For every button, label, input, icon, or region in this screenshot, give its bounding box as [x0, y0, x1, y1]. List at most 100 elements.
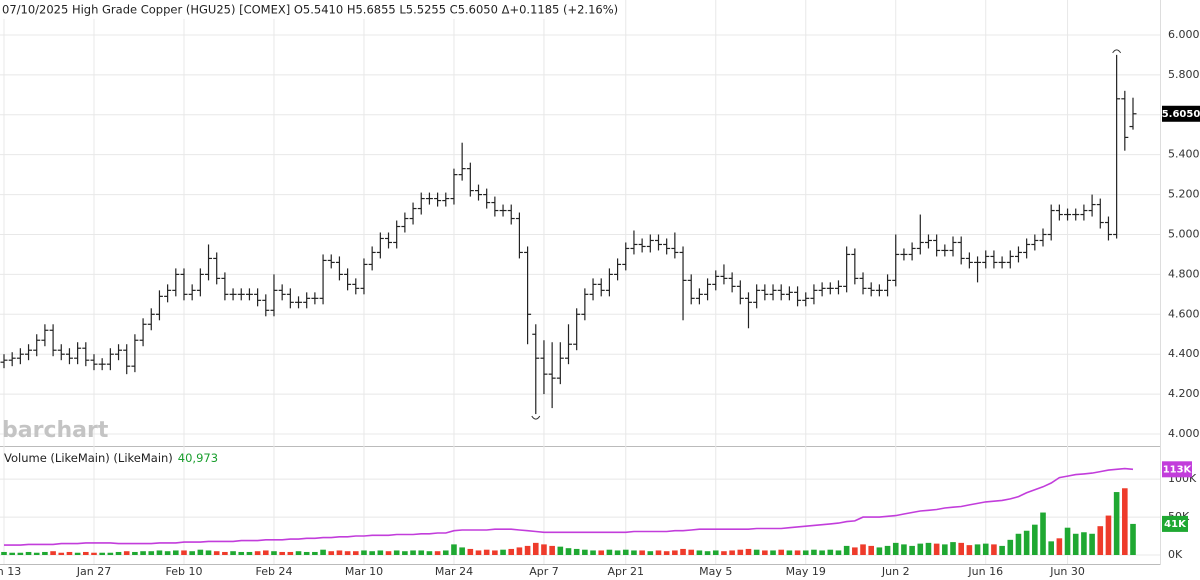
- volume-bar: [173, 550, 179, 555]
- volume-bar: [132, 551, 138, 555]
- volume-bar: [852, 547, 858, 555]
- x-tick-label: Mar 10: [345, 565, 383, 578]
- volume-bar: [91, 552, 97, 555]
- volume-bar: [467, 548, 474, 555]
- volume-bar: [442, 550, 449, 555]
- volume-bar: [614, 550, 621, 555]
- x-tick-label: Jan 27: [76, 565, 111, 578]
- volume-bar: [917, 543, 924, 555]
- volume-bar: [532, 542, 539, 555]
- volume-bar: [688, 549, 695, 555]
- volume-bar: [25, 551, 32, 555]
- volume-bar: [17, 552, 24, 555]
- volume-bar: [582, 549, 588, 555]
- volume-bar: [622, 549, 629, 555]
- volume-bar: [164, 551, 171, 555]
- volume-bar: [295, 551, 302, 555]
- x-tick-label: Apr 7: [529, 565, 559, 578]
- volume-bar: [205, 550, 212, 555]
- volume-bar: [672, 550, 678, 555]
- volume-bar: [843, 545, 850, 555]
- x-tick-label: Apr 21: [608, 565, 645, 578]
- y-tick-label: 5.4000: [1168, 148, 1200, 161]
- volume-bar: [909, 545, 915, 555]
- volume-bar: [1, 551, 7, 555]
- volume-bar: [1072, 533, 1079, 555]
- volume-bar: [115, 551, 122, 555]
- volume-bar: [655, 550, 662, 555]
- volume-bar: [704, 551, 711, 555]
- volume-bar: [181, 550, 187, 555]
- volume-bar: [50, 551, 56, 555]
- price-tag: [1162, 105, 1200, 122]
- volume-bar: [524, 545, 531, 555]
- volume-bar: [1113, 492, 1120, 555]
- volume-bar: [475, 550, 482, 555]
- volume-title: Volume (LikeMain) (LikeMain) 40,973: [4, 451, 218, 465]
- volume-bar: [1023, 530, 1030, 555]
- volume-bar: [377, 550, 384, 555]
- volume-bar: [459, 547, 465, 555]
- volume-bar: [892, 542, 899, 555]
- volume-bar: [974, 544, 981, 555]
- x-tick-label: May 19: [786, 565, 826, 578]
- volume-bar: [876, 547, 883, 555]
- volume-bar: [197, 549, 204, 555]
- volume-bar: [1097, 526, 1104, 555]
- volume-bar: [426, 551, 433, 555]
- volume-bar: [58, 552, 65, 555]
- x-tick-label: Jun 16: [967, 565, 1003, 578]
- volume-bar: [312, 551, 318, 555]
- volume-bar: [745, 548, 752, 555]
- volume-bar: [42, 551, 48, 555]
- volume-bar: [9, 552, 15, 555]
- volume-last-value: 40,973: [178, 451, 218, 465]
- x-tick-label: Mar 24: [435, 565, 473, 578]
- volume-bar: [770, 550, 776, 555]
- y-tick-label: 4.8000: [1168, 267, 1200, 280]
- volume-bar: [328, 551, 335, 555]
- volume-bar: [83, 551, 89, 555]
- volume-bar: [1130, 523, 1136, 555]
- volume-title-text: Volume (LikeMain) (LikeMain): [4, 451, 173, 465]
- volume-bar: [647, 551, 654, 555]
- chart-title: 07/10/2025 High Grade Copper (HGU25) [CO…: [2, 3, 618, 17]
- volume-tag: [1162, 515, 1188, 532]
- volume-bar: [549, 545, 555, 555]
- volume-bar: [99, 552, 105, 555]
- volume-bar: [1064, 527, 1071, 555]
- volume-bar: [901, 544, 907, 555]
- y-tick-label: 5.2000: [1168, 188, 1200, 201]
- volume-bar: [950, 542, 956, 555]
- volume-bar: [868, 545, 875, 555]
- volume-bar: [320, 549, 326, 555]
- volume-bar: [573, 548, 580, 555]
- volume-bar: [1007, 539, 1014, 555]
- volume-bar: [762, 550, 768, 555]
- line-tag-label: 113K: [1163, 464, 1193, 475]
- volume-bar: [737, 549, 744, 555]
- volume-bar: [663, 551, 670, 555]
- volume-bar: [606, 549, 613, 555]
- volume-bar: [925, 542, 932, 555]
- watermark: barchart: [2, 418, 109, 443]
- low-marker: [531, 415, 541, 420]
- x-tick-label: Feb 24: [255, 565, 292, 578]
- volume-bar: [778, 549, 785, 555]
- volume-bar: [639, 550, 645, 555]
- volume-bar: [33, 552, 40, 555]
- volume-bar: [835, 550, 842, 555]
- volume-bar: [991, 544, 997, 555]
- volume-bar: [451, 544, 457, 555]
- y-tick-label: 0K: [1168, 548, 1183, 561]
- volume-tag-label: 41K: [1164, 519, 1187, 530]
- volume-bar: [336, 550, 343, 555]
- volume-bar: [680, 548, 686, 555]
- volume-bar: [287, 551, 294, 555]
- volume-bar: [483, 549, 490, 555]
- volume-bar: [140, 551, 146, 555]
- x-tick-label: Feb 10: [165, 565, 202, 578]
